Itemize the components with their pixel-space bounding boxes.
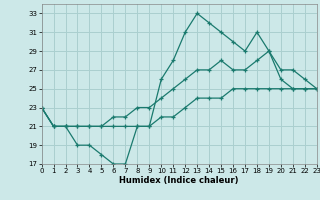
X-axis label: Humidex (Indice chaleur): Humidex (Indice chaleur) (119, 176, 239, 185)
